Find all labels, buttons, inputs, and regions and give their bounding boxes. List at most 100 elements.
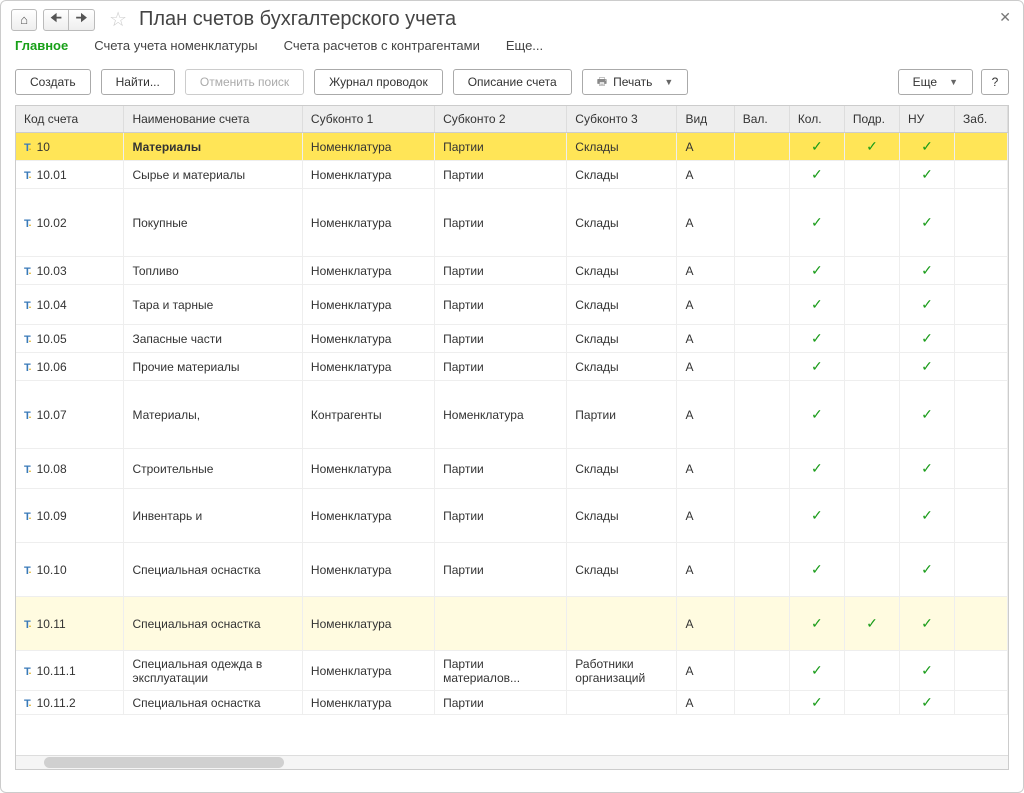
close-icon[interactable]: ✕ [999,9,1011,26]
section-tabs: Главное Счета учета номенклатуры Счета рас… [1,36,1023,59]
cell-kol: ✓ [789,489,844,543]
cell-vid: А [677,651,734,691]
cell-zab [955,285,1008,325]
account-type-icon: T. [24,362,33,374]
describe-account-button[interactable]: Описание счета [453,69,572,95]
code-text: 10.09 [33,509,66,523]
table-row[interactable]: T. 10.11.2Специальная оснасткаНоменклату… [16,691,1008,715]
accounts-table-wrap: Код счетаНаименование счетаСубконто 1Суб… [15,105,1009,770]
tab-1[interactable]: Счета учета номенклатуры [94,38,257,59]
table-row[interactable]: T. 10.08СтроительныеНоменклатураПартииСк… [16,449,1008,489]
cell-code: T. 10.07 [16,381,124,449]
back-button[interactable]: 🠈 [43,9,69,31]
cell-nu: ✓ [899,161,954,189]
col-header-vid[interactable]: Вид [677,106,734,133]
table-row[interactable]: T. 10.04Тара и тарныеНоменклатураПартииС… [16,285,1008,325]
table-row[interactable]: T. 10.03ТопливоНоменклатураПартииСкладыА… [16,257,1008,285]
cell-sub2: Партии [435,449,567,489]
cell-zab [955,353,1008,381]
cell-name: Строительные [124,449,302,489]
cell-podr: ✓ [844,133,899,161]
cell-val [734,651,789,691]
cell-val [734,189,789,257]
print-label: Печать [613,75,652,89]
cell-val [734,691,789,715]
cell-kol: ✓ [789,325,844,353]
forward-button[interactable]: 🠊 [69,9,95,31]
cell-name: Специальная оснастка [124,691,302,715]
code-text: 10.06 [33,360,66,374]
cell-val [734,325,789,353]
cell-kol: ✓ [789,257,844,285]
table-row[interactable]: T. 10МатериалыНоменклатураПартииСкладыА✓… [16,133,1008,161]
cell-sub3: Склады [567,133,677,161]
col-header-nu[interactable]: НУ [899,106,954,133]
cell-sub1: Номенклатура [302,189,434,257]
cell-zab [955,189,1008,257]
cell-sub1: Номенклатура [302,449,434,489]
help-button[interactable]: ? [981,69,1009,95]
col-header-code[interactable]: Код счета [16,106,124,133]
cell-sub3: Склады [567,189,677,257]
cell-kol: ✓ [789,161,844,189]
tab-2[interactable]: Счета расчетов с контрагентами [284,38,480,59]
cell-name: Тара и тарные [124,285,302,325]
cell-nu: ✓ [899,449,954,489]
more-label: Еще [913,75,937,89]
col-header-sub3[interactable]: Субконто 3 [567,106,677,133]
find-button[interactable]: Найти... [101,69,175,95]
cell-code: T. 10.02 [16,189,124,257]
cell-code: T. 10 [16,133,124,161]
cell-vid: А [677,285,734,325]
col-header-sub1[interactable]: Субконто 1 [302,106,434,133]
create-button[interactable]: Создать [15,69,91,95]
favorite-star-icon[interactable]: ☆ [109,7,127,32]
more-button[interactable]: Еще ▼ [898,69,973,95]
table-row[interactable]: T. 10.05Запасные частиНоменклатураПартии… [16,325,1008,353]
home-button[interactable]: ⌂ [11,9,37,31]
col-header-kol[interactable]: Кол. [789,106,844,133]
account-type-icon: T. [24,300,33,312]
cell-sub3: Склады [567,161,677,189]
cell-zab [955,161,1008,189]
cell-sub3: Работники организаций [567,651,677,691]
cell-sub1: Номенклатура [302,651,434,691]
table-row[interactable]: T. 10.11Специальная оснасткаНоменклатура… [16,597,1008,651]
journal-button[interactable]: Журнал проводок [314,69,443,95]
print-button[interactable]: 🖶 Печать ▼ [582,69,689,95]
cell-podr [844,325,899,353]
chevron-down-icon: ▼ [664,77,673,87]
cell-name: Специальная оснастка [124,597,302,651]
col-header-name[interactable]: Наименование счета [124,106,302,133]
cell-code: T. 10.04 [16,285,124,325]
cell-sub2: Партии [435,133,567,161]
table-row[interactable]: T. 10.02ПокупныеНоменклатураПартииСклады… [16,189,1008,257]
cell-podr [844,353,899,381]
table-row[interactable]: T. 10.07Материалы,КонтрагентыНоменклатур… [16,381,1008,449]
cell-name: Покупные [124,189,302,257]
cell-code: T. 10.06 [16,353,124,381]
table-row[interactable]: T. 10.11.1Специальная одежда в эксплуата… [16,651,1008,691]
cell-val [734,133,789,161]
cell-name: Материалы [124,133,302,161]
cell-sub2: Партии [435,325,567,353]
tab-0[interactable]: Главное [15,38,68,59]
cell-podr [844,285,899,325]
col-header-zab[interactable]: Заб. [955,106,1008,133]
table-row[interactable]: T. 10.06Прочие материалыНоменклатураПарт… [16,353,1008,381]
cell-sub3 [567,597,677,651]
scrollbar-thumb[interactable] [44,757,284,768]
cell-sub1: Номенклатура [302,597,434,651]
table-row[interactable]: T. 10.10Специальная оснасткаНоменклатура… [16,543,1008,597]
account-type-icon: T. [24,464,33,476]
code-text: 10.03 [33,264,66,278]
col-header-sub2[interactable]: Субконто 2 [435,106,567,133]
table-row[interactable]: T. 10.09Инвентарь иНоменклатураПартииСкл… [16,489,1008,543]
col-header-podr[interactable]: Подр. [844,106,899,133]
horizontal-scrollbar[interactable] [16,755,1008,769]
col-header-val[interactable]: Вал. [734,106,789,133]
table-row[interactable]: T. 10.01Сырье и материалыНоменклатураПар… [16,161,1008,189]
tab-3[interactable]: Еще... [506,38,543,59]
cell-kol: ✓ [789,189,844,257]
cell-podr [844,189,899,257]
